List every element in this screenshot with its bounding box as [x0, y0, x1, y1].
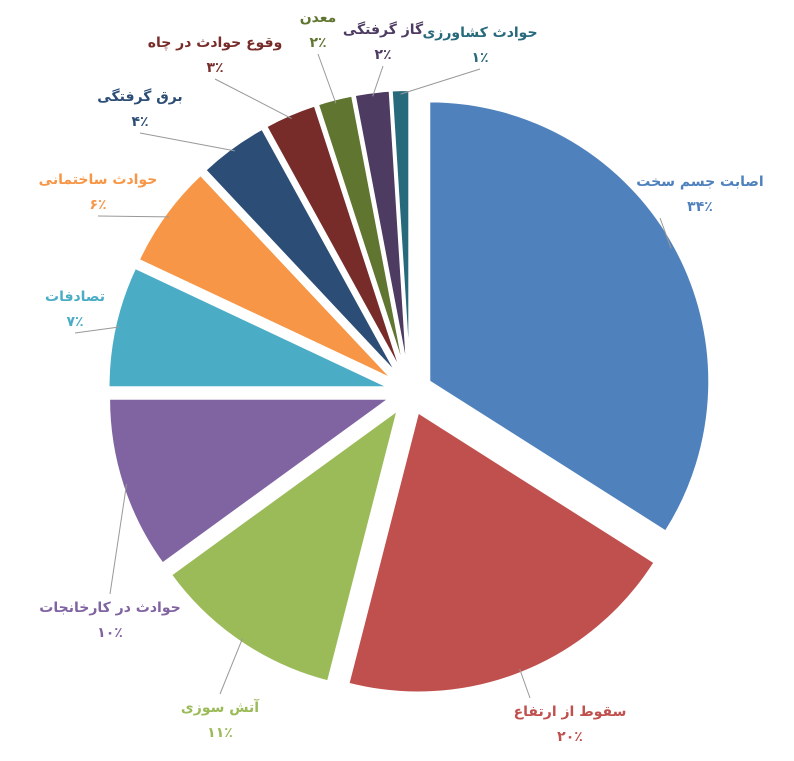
slice-label: سقوط از ارتفاع	[514, 704, 627, 720]
slice-label: حوادث در کارخانجات	[39, 600, 180, 616]
value-label: ۳٪	[206, 60, 223, 76]
pie-slice	[107, 266, 389, 389]
pie-slice	[353, 89, 409, 371]
slice-label: تصادفات	[45, 289, 105, 305]
leader-line	[109, 484, 128, 595]
leader-line	[372, 65, 384, 97]
value-label: ۱٪	[471, 50, 488, 66]
value-label: ۲٪	[374, 47, 391, 63]
leader-line	[219, 638, 243, 695]
value-label: ۱۰٪	[97, 625, 123, 641]
leader-line	[317, 53, 337, 104]
value-label: ۴٪	[131, 114, 148, 130]
pie-slice	[265, 104, 403, 373]
slice-label: وقوع حوادث در چاه	[148, 35, 283, 51]
value-label: ۲٪	[309, 35, 326, 51]
leader-line	[214, 78, 292, 119]
leader-line	[74, 326, 120, 334]
slice-label: حوادث ساختمانی	[39, 172, 158, 188]
slice-label: برق گرفتگی	[97, 88, 182, 105]
pie-slice	[390, 89, 411, 371]
leader-line	[97, 215, 169, 218]
slice-label: گاز گرفتگی	[343, 21, 424, 38]
pie-slice	[108, 397, 393, 565]
pie-slice	[203, 127, 398, 375]
value-label: ۱۱٪	[207, 725, 233, 741]
pie-slice	[137, 173, 393, 380]
value-label: ۳۴٪	[687, 199, 713, 215]
leader-line	[400, 68, 481, 95]
slice-label: آتش سوزی	[181, 698, 260, 716]
leader-line	[139, 132, 235, 152]
pie-slice	[169, 407, 400, 683]
value-label: ۲۰٪	[557, 729, 583, 745]
leader-line	[659, 217, 672, 249]
slice-label: اصابت جسم سخت	[636, 174, 763, 190]
value-label: ۶٪	[89, 197, 106, 213]
value-label: ۷٪	[66, 314, 83, 330]
slice-label: معدن	[300, 10, 337, 26]
pie-slice	[428, 100, 711, 533]
slice-label: حوادث کشاورزی	[422, 25, 537, 41]
leader-line	[519, 668, 531, 699]
